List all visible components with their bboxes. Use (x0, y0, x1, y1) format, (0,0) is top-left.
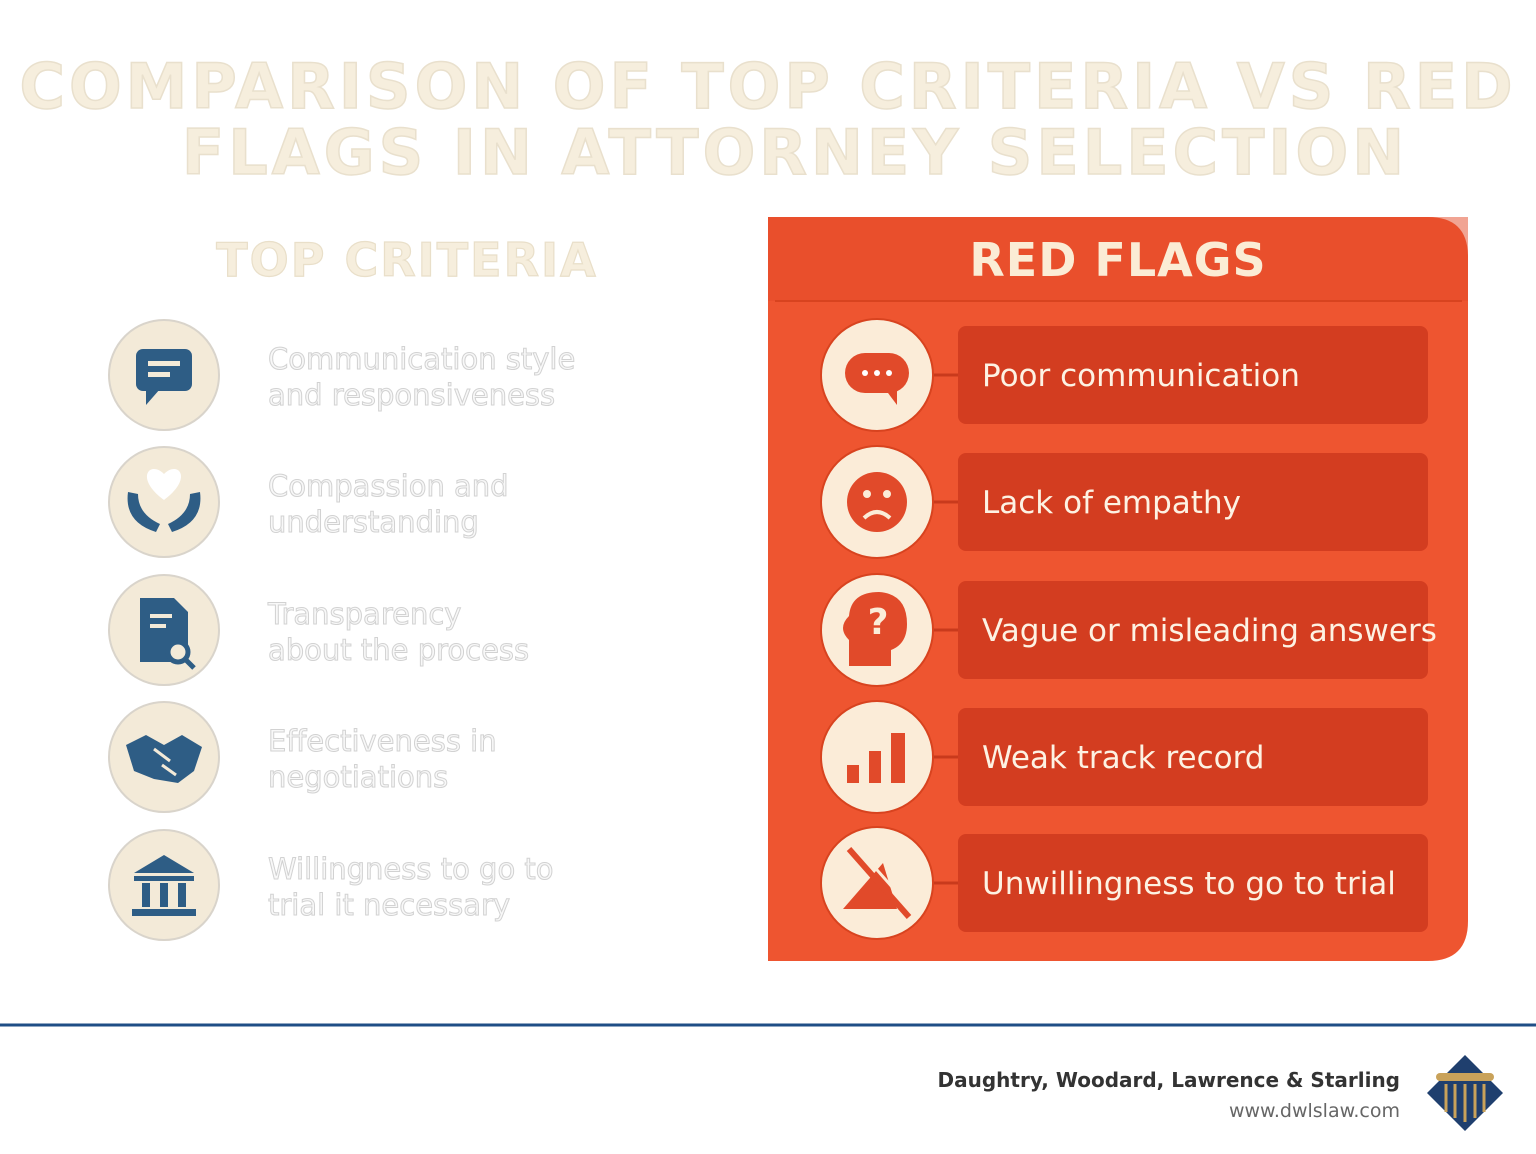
red-flag-icon (845, 353, 909, 405)
criteria-icon (136, 349, 192, 405)
svg-text:?: ? (868, 602, 889, 643)
panel-header (768, 217, 1468, 301)
red-flags-heading: RED FLAGS (969, 233, 1266, 287)
criteria-text: about the process (268, 633, 529, 667)
criteria-text: negotiations (268, 760, 448, 794)
red-flag-text: Poor communication (982, 358, 1300, 394)
criteria-icon-circle (108, 446, 220, 558)
red-flag-text: Vague or misleading answers (982, 613, 1437, 649)
red-flag-icon (843, 844, 917, 919)
criteria-icon (127, 469, 201, 532)
criteria-heading: TOP CRITERIA (216, 233, 597, 287)
criteria-text: and responsiveness (268, 378, 555, 412)
red-flag-box (958, 581, 1428, 679)
criteria-icon (140, 598, 196, 670)
criteria-text: understanding (268, 505, 479, 539)
red-flag-text: Unwillingness to go to trial (982, 866, 1396, 902)
firm-logo (1427, 1055, 1503, 1131)
red-flag-text: Weak track record (982, 740, 1264, 776)
firm-url: www.dwlslaw.com (1229, 1100, 1400, 1122)
criteria-text: Communication style (268, 342, 575, 376)
red-flag-icon (847, 472, 907, 532)
red-flag-box (958, 708, 1428, 806)
criteria-icon (132, 855, 196, 916)
red-flag-text: Lack of empathy (982, 485, 1241, 521)
criteria-icon (126, 735, 202, 783)
title-line: COMPARISON OF TOP CRITERIA VS RED (19, 50, 1516, 123)
red-flag-list: Poor communication Lack of empathy? Vague … (820, 318, 1437, 940)
red-flag-box (958, 326, 1428, 424)
firm-name: Daughtry, Woodard, Lawrence & Starling (938, 1068, 1401, 1092)
red-flag-box (958, 834, 1428, 932)
criteria-text: Effectiveness in (268, 724, 497, 758)
title-line: FLAGS IN ATTORNEY SELECTION (182, 116, 1408, 189)
red-flag-icon (847, 733, 905, 783)
criteria-text: Compassion and (268, 469, 509, 503)
criteria-text: Transparency (267, 597, 461, 631)
criteria-text: trial it necessary (268, 888, 510, 922)
criteria-text: Willingness to go to (268, 852, 554, 886)
red-flag-icon: ? (843, 592, 907, 666)
red-flag-box (958, 453, 1428, 551)
